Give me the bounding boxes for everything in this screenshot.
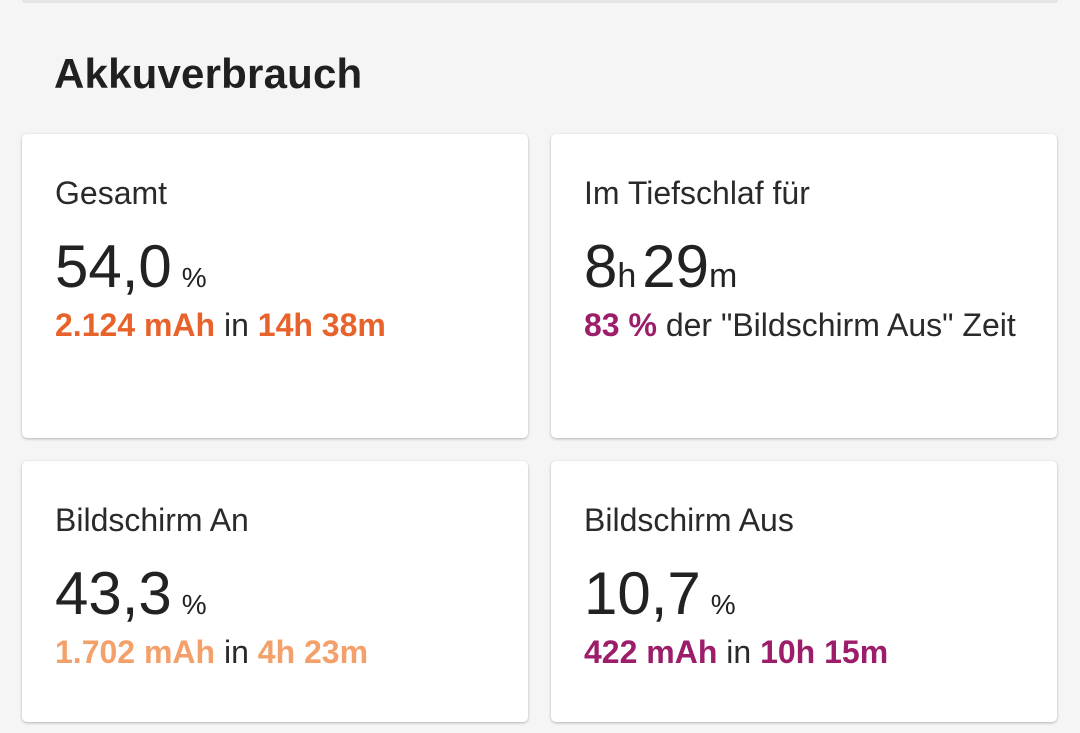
card-screen-off-value: 10,7% [584, 561, 1025, 627]
screen-on-connector: in [223, 634, 249, 670]
deep-sleep-minutes: 29 [642, 233, 710, 300]
card-screen-off-detail: 422 mAh in 10h 15m [584, 631, 1025, 673]
card-screen-on-label: Bildschirm An [55, 502, 249, 538]
screen-on-duration: 4h 23m [257, 634, 369, 670]
total-mah: 2.124 mAh [55, 307, 216, 343]
deep-sleep-percent: 83 % [584, 307, 657, 343]
card-total-detail: 2.124 mAh in 14h 38m [55, 304, 496, 346]
card-deep-sleep[interactable]: Im Tiefschlaf für 8h 29m 83 % der "Bildsc… [551, 134, 1057, 438]
card-deep-sleep-value: 8h 29m [584, 234, 1025, 300]
card-deep-sleep-label: Im Tiefschlaf für [584, 175, 810, 211]
deep-sleep-hours-unit: h [617, 257, 637, 295]
total-duration: 14h 38m [257, 307, 386, 343]
screen-on-percent-unit: % [181, 589, 207, 620]
card-deep-sleep-detail: 83 % der "Bildschirm Aus" Zeit [584, 304, 1025, 346]
card-screen-off-label: Bildschirm Aus [584, 502, 794, 538]
card-total-label: Gesamt [55, 175, 168, 211]
deep-sleep-hours: 8 [584, 233, 618, 300]
card-total[interactable]: Gesamt 54,0% 2.124 mAh in 14h 38m [22, 134, 528, 438]
screen-on-mah: 1.702 mAh [55, 634, 216, 670]
section-title: Akkuverbrauch [54, 50, 363, 97]
screen-off-duration: 10h 15m [760, 634, 889, 670]
deep-sleep-minutes-unit: m [709, 257, 738, 295]
card-screen-on[interactable]: Bildschirm An 43,3% 1.702 mAh in 4h 23m [22, 461, 528, 722]
card-screen-on-value: 43,3% [55, 561, 496, 627]
card-screen-off[interactable]: Bildschirm Aus 10,7% 422 mAh in 10h 15m [551, 461, 1057, 722]
top-divider [22, 0, 1058, 3]
screen-on-percent-value: 43,3 [55, 560, 172, 627]
screen-off-percent-value: 10,7 [584, 560, 701, 627]
deep-sleep-detail-text: der "Bildschirm Aus" Zeit [665, 307, 1016, 343]
total-percent-unit: % [181, 262, 207, 293]
screen-off-connector: in [726, 634, 752, 670]
card-screen-on-detail: 1.702 mAh in 4h 23m [55, 631, 496, 673]
total-connector: in [223, 307, 249, 343]
screen-off-percent-unit: % [710, 589, 736, 620]
total-percent-value: 54,0 [55, 233, 172, 300]
screen-off-mah: 422 mAh [584, 634, 718, 670]
card-total-value: 54,0% [55, 234, 496, 300]
